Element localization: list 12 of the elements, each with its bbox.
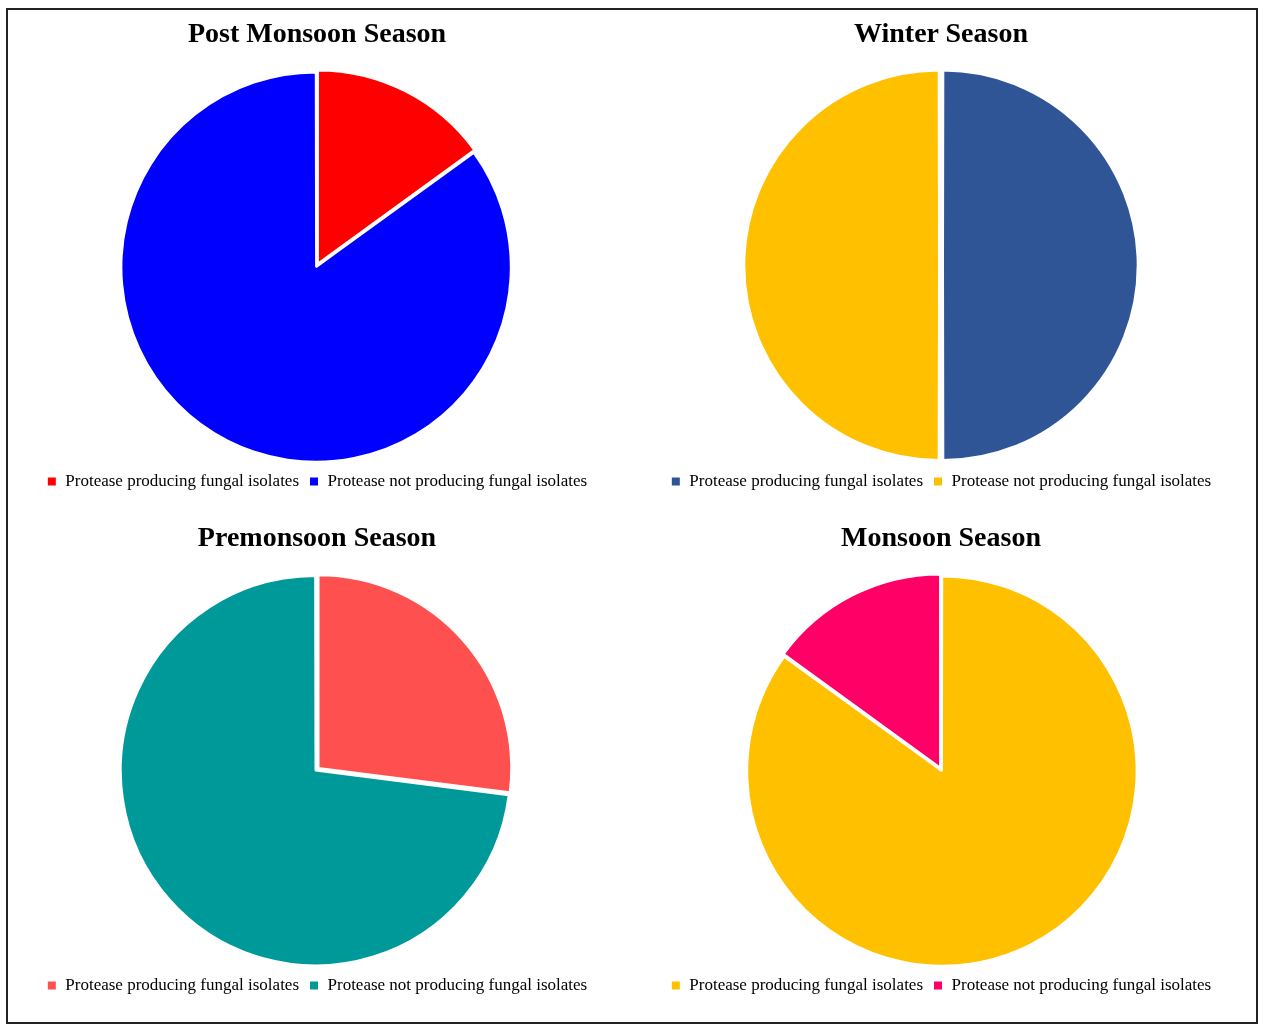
legend-label: Protease not producing fungal isolates	[951, 470, 1212, 490]
chart-title: Winter Season	[854, 17, 1029, 49]
legend-label: Protease not producing fungal isolates	[327, 470, 588, 490]
legend-label: Protease producing fungal isolates	[65, 974, 300, 994]
chart-title: Premonsoon Season	[197, 521, 437, 553]
legend-label: Protease producing fungal isolates	[689, 470, 924, 490]
legend-label: Protease producing fungal isolates	[65, 470, 300, 490]
legend-label: Protease not producing fungal isolates	[951, 974, 1212, 994]
legend-label: Protease not producing fungal isolates	[327, 974, 588, 994]
chart-title: Monsoon Season	[841, 521, 1042, 553]
legend-label: Protease producing fungal isolates	[689, 974, 924, 994]
chart-title: Post Monsoon Season	[187, 17, 447, 49]
